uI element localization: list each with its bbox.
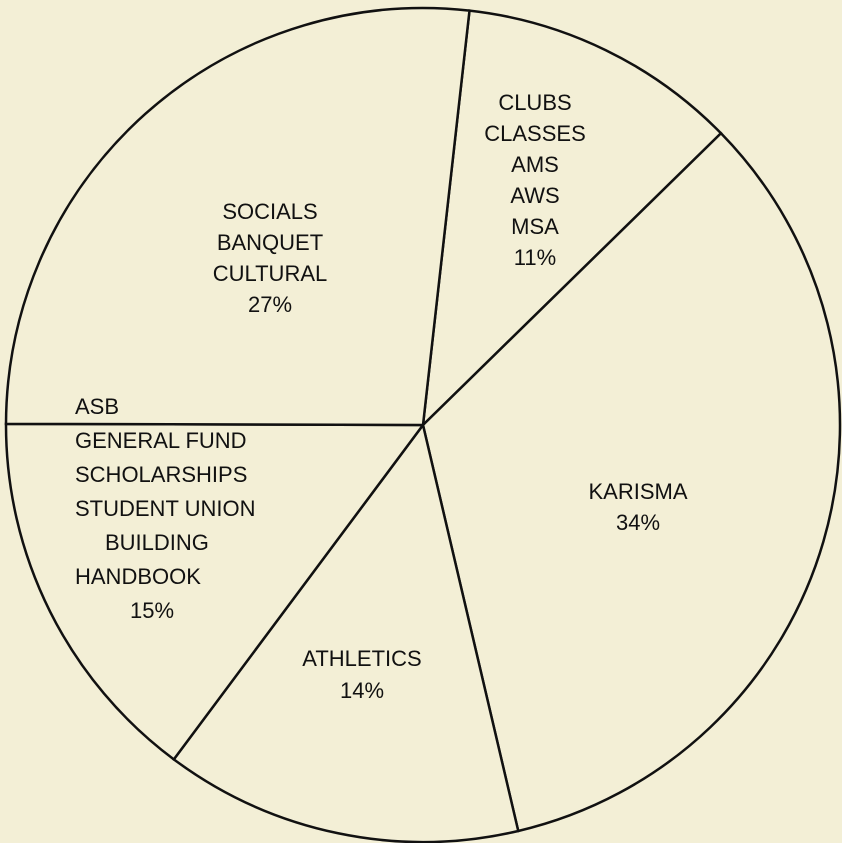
slice-label: AWS: [510, 183, 559, 208]
slice-label: GENERAL FUND: [75, 428, 247, 453]
slice-value-label: 34%: [616, 510, 660, 535]
slice-value-label: 14%: [340, 678, 384, 703]
slice-label: SCHOLARSHIPS: [75, 462, 247, 487]
pie-slice: [4, 6, 471, 427]
slice-label: ASB: [75, 394, 119, 419]
pie-slice: [172, 422, 520, 843]
pie-slice: [4, 422, 426, 762]
slice-label: SOCIALS: [222, 199, 317, 224]
slice-label: BUILDING: [105, 530, 209, 555]
slice-label: MSA: [511, 214, 559, 239]
slice-label: CLASSES: [484, 121, 586, 146]
pie-slice: [421, 131, 842, 833]
slice-label: AMS: [511, 152, 559, 177]
slice-value-label: 15%: [130, 598, 174, 623]
slice-value-label: 27%: [248, 292, 292, 317]
pie-slice: [421, 9, 723, 429]
slice-label: CLUBS: [498, 90, 571, 115]
slice-label: BANQUET: [217, 230, 323, 255]
slice-value-label: 11%: [514, 245, 556, 270]
slice-label: KARISMA: [588, 479, 687, 504]
slice-label: CULTURAL: [213, 261, 328, 286]
slice-label: HANDBOOK: [75, 564, 201, 589]
slice-label: STUDENT UNION: [75, 496, 256, 521]
slice-label: ATHLETICS: [302, 646, 421, 671]
